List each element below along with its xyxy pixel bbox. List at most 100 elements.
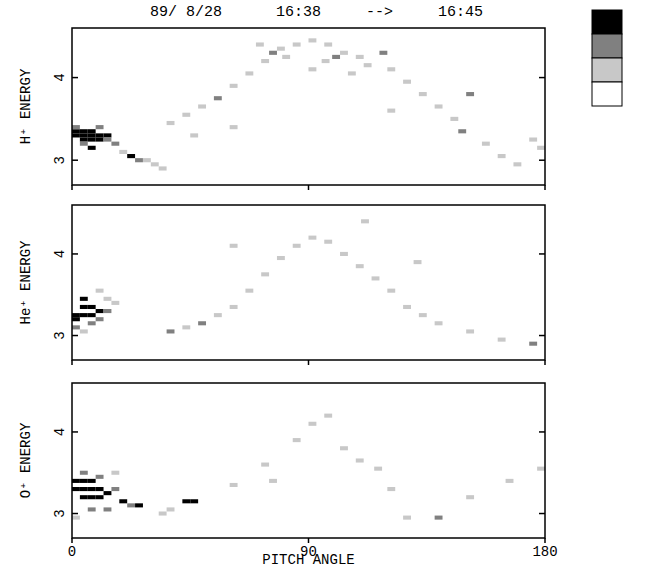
y-tick-label: 4: [52, 73, 68, 81]
cell: [72, 125, 80, 129]
cell: [277, 47, 285, 51]
cell: [88, 487, 96, 491]
cell: [277, 256, 285, 260]
cell: [119, 499, 127, 503]
cell: [230, 244, 238, 248]
panel: 34He⁺ ENERGY: [18, 205, 545, 365]
y-tick-label: 3: [52, 331, 68, 339]
cell: [72, 317, 80, 321]
x-tick: [71, 538, 73, 543]
y-tick: [539, 513, 545, 515]
y-axis-title: O⁺ ENERGY: [18, 422, 34, 498]
y-tick: [72, 77, 78, 79]
figure: 89/ 8/28 16:38 --> 16:4534H⁺ ENERGY34He⁺…: [0, 0, 660, 569]
cell: [324, 414, 332, 418]
cell: [450, 117, 458, 121]
frame: [72, 28, 545, 185]
cell: [104, 507, 112, 511]
cell: [419, 313, 427, 317]
cell: [151, 162, 159, 166]
cell: [309, 236, 317, 240]
cell: [104, 133, 112, 137]
cell: [356, 264, 364, 268]
cell: [364, 63, 372, 67]
cell: [72, 313, 80, 317]
cell: [111, 142, 119, 146]
cell: [111, 487, 119, 491]
cell: [309, 38, 317, 42]
cell: [167, 329, 175, 333]
cell: [324, 42, 332, 46]
x-axis-title: PITCH ANGLE: [262, 552, 354, 568]
cell: [182, 113, 190, 117]
cell: [537, 467, 545, 471]
cell: [80, 137, 88, 141]
cell: [80, 487, 88, 491]
cell: [340, 446, 348, 450]
cell: [214, 313, 222, 317]
y-tick-label: 4: [52, 250, 68, 258]
cell: [88, 479, 96, 483]
cell: [190, 499, 198, 503]
cell: [261, 272, 269, 276]
cell: [230, 125, 238, 129]
cell: [387, 487, 395, 491]
y-tick: [539, 77, 545, 79]
cells: [72, 38, 545, 170]
cell: [72, 133, 80, 137]
cell: [127, 503, 135, 507]
cell: [88, 495, 96, 499]
cell: [143, 158, 151, 162]
cell: [340, 51, 348, 55]
cell: [72, 479, 80, 483]
cell: [80, 129, 88, 133]
y-tick: [539, 159, 545, 161]
cell: [322, 59, 330, 63]
y-tick-label: 3: [52, 509, 68, 517]
cell: [96, 487, 104, 491]
cell: [256, 42, 264, 46]
cell: [182, 499, 190, 503]
cell: [309, 67, 317, 71]
cell: [167, 121, 175, 125]
cell: [104, 491, 112, 495]
cell: [332, 55, 340, 59]
cell: [230, 305, 238, 309]
y-tick: [72, 335, 78, 337]
panel: 09018034O⁺ ENERGYPITCH ANGLE: [18, 383, 558, 568]
cell: [127, 154, 135, 158]
cell: [96, 289, 104, 293]
cell: [361, 219, 369, 223]
cells: [72, 414, 545, 520]
cell: [261, 463, 269, 467]
cell: [111, 471, 119, 475]
cell: [96, 317, 104, 321]
cell: [198, 321, 206, 325]
y-tick: [539, 431, 545, 433]
cell: [529, 137, 537, 141]
cell: [80, 305, 88, 309]
cell: [119, 150, 127, 154]
cell: [96, 125, 104, 129]
frame: [72, 383, 545, 538]
cell: [529, 342, 537, 346]
cell: [379, 51, 387, 55]
panel: 34H⁺ ENERGY: [18, 28, 545, 190]
cell: [135, 503, 143, 507]
frame: [72, 205, 545, 360]
cell: [214, 96, 222, 100]
cell: [104, 297, 112, 301]
y-tick: [72, 431, 78, 433]
cell: [403, 305, 411, 309]
cell: [466, 329, 474, 333]
x-tick: [71, 360, 73, 365]
colorbar-swatch: [592, 10, 622, 34]
cell: [111, 301, 119, 305]
cell: [387, 109, 395, 113]
cell: [80, 471, 88, 475]
cell: [88, 146, 96, 150]
cell: [537, 146, 545, 150]
cell: [88, 313, 96, 317]
cell: [72, 516, 80, 520]
cell: [96, 495, 104, 499]
